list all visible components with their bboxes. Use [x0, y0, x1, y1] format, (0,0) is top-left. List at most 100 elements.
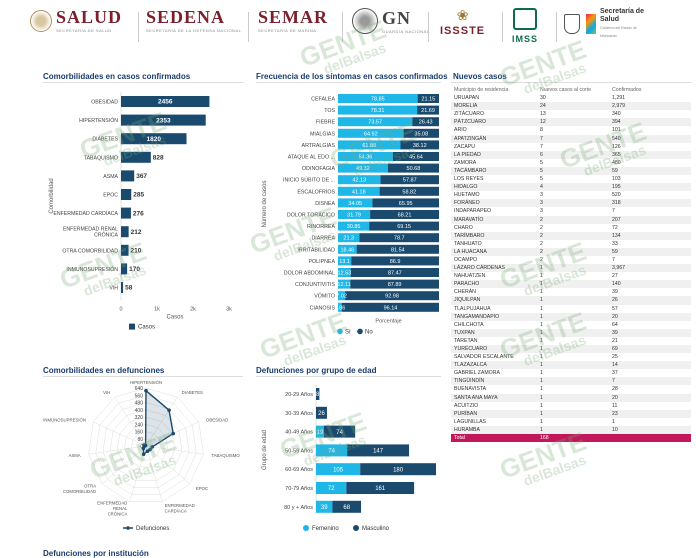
- chart2-bar-no: [350, 279, 439, 289]
- chart3-grid-ring: [124, 423, 168, 468]
- table-cell-nuevos: 13: [540, 111, 546, 118]
- chart2-value-no: 87.47: [388, 271, 402, 277]
- table-header-municipio[interactable]: Municipio de residencia: [454, 87, 509, 93]
- chart3-axis-label: COMORBILIDAD: [63, 489, 96, 494]
- table-cell-confirmados: 3,967: [612, 265, 625, 272]
- chart4-legend-masculino: Masculino: [362, 526, 390, 532]
- table-cell-municipio: ZACAPU: [454, 143, 476, 150]
- table-cell-confirmados: 480: [612, 159, 621, 166]
- table-cell-nuevos: 2: [540, 216, 543, 223]
- chart2-value-si: 12.11: [337, 282, 350, 288]
- chart3-point: [148, 447, 152, 452]
- table-row: JIQUILPAN 1 26: [451, 296, 691, 305]
- table-cell-municipio: ARIO: [454, 127, 467, 134]
- table-cell-confirmados: 64: [612, 321, 618, 328]
- table-cell-nuevos: 1: [540, 418, 543, 425]
- table-cell-municipio: NAHUATZEN: [454, 273, 486, 280]
- logo-michoacan-sub: Gobierno del Estado de Michoacán: [600, 26, 637, 38]
- table-cell-nuevos: 3: [540, 200, 543, 207]
- table-row: OCAMPO 2 7: [451, 256, 691, 264]
- chart4-bar-masculino: [347, 444, 410, 457]
- table-title: Nuevos casos: [453, 72, 507, 81]
- table-row: CHERÁN 1 39: [451, 288, 691, 296]
- chart2-value-si: 12.53: [337, 271, 351, 277]
- logo-semar: SEMAR SECRETARÍA DE MARINA: [258, 8, 328, 33]
- table-header-nuevos[interactable]: Nuevos casos al corte: [540, 87, 592, 93]
- chart2-bar-no: [392, 152, 439, 161]
- table-cell-municipio: LÁZARO CÁRDENAS: [454, 265, 506, 272]
- chart2-bar-no: [345, 291, 439, 301]
- michoacan-shield-icon: [564, 14, 580, 34]
- chart3-point: [167, 408, 171, 412]
- table-cell-nuevos: 1: [540, 313, 543, 320]
- imss-eagle-icon: [513, 8, 537, 30]
- table-cell-confirmados: 39: [612, 289, 618, 296]
- logo-gn-sub: GUARDIA NACIONAL: [382, 28, 430, 34]
- chart2-bar-si: [338, 268, 351, 277]
- chart3-point: [171, 431, 176, 436]
- chart3-spoke: [145, 445, 163, 502]
- table-cell-confirmados: 28: [612, 386, 618, 393]
- chart2-value-si: 42.13: [352, 178, 366, 184]
- chart1-bar: [121, 226, 129, 238]
- chart2-value-si: 34.05: [348, 201, 362, 207]
- chart1-bar: [121, 207, 131, 219]
- table-cell-municipio: TACÁMBARO: [454, 167, 487, 174]
- table-row: TLALPUJAHUA 1 57: [451, 305, 691, 313]
- chart1-value-label: 367: [136, 173, 147, 180]
- table-cell-municipio: TANHUATO: [454, 240, 482, 247]
- chart1-value-label: 210: [131, 248, 142, 255]
- table-row: LA HUACANA 2 59: [451, 247, 691, 256]
- chart2-category-label: DOLOR TORÁCICO: [287, 212, 335, 219]
- table-row: INDAPARAPEO 3 7: [451, 207, 691, 215]
- chart4-bar-femenino: [316, 500, 333, 513]
- chart1-x-tick: 3k: [226, 307, 232, 313]
- chart3-series-polygon: [142, 389, 174, 456]
- chart3-spoke: [145, 445, 190, 485]
- table-row: LÁZARO CÁRDENAS 1 3,967: [451, 264, 691, 273]
- chart2-category-label: DIARREA: [311, 236, 335, 242]
- logo-sedena-text: SEDENA: [146, 7, 226, 27]
- chart3-grid-ring: [131, 431, 161, 461]
- table-cell-confirmados: 14: [612, 362, 618, 369]
- table-cell-confirmados: 25: [612, 354, 618, 361]
- chart2-bar-no: [351, 256, 439, 266]
- table-cell-nuevos: 1: [540, 378, 543, 385]
- chart2-bar-si: [338, 221, 370, 231]
- chart2-bar-si: [338, 210, 371, 219]
- chart4-value-masculino: 26: [318, 411, 325, 417]
- chart2-value-no: 50.68: [407, 166, 421, 172]
- chart3-axis-label: ENFERMEDAD: [165, 503, 195, 508]
- table-cell-confirmados: 126: [612, 143, 621, 150]
- table-cell-nuevos: 3: [540, 192, 543, 199]
- issste-flower-icon: ❀: [456, 7, 469, 23]
- chart3-spoke: [102, 445, 147, 485]
- table-cell-nuevos: 1: [540, 265, 543, 272]
- table-cell-confirmados: 140: [612, 281, 621, 288]
- chart4-value-masculino: 8: [316, 392, 320, 398]
- table-cell-municipio: ACUITZIO: [454, 402, 479, 409]
- table-cell-nuevos: 2: [540, 240, 543, 247]
- table-cell-confirmados: 2,979: [612, 103, 625, 110]
- chart2-value-si: 49.32: [356, 166, 370, 172]
- chart4-bar-masculino: [346, 482, 415, 494]
- table-cell-municipio: CHARO: [454, 224, 473, 231]
- table-cell-nuevos: 1: [540, 426, 543, 433]
- chart2-bar-no: [370, 210, 439, 219]
- chart2-bar-si: [338, 186, 380, 196]
- table-cell-nuevos: 1: [540, 281, 543, 288]
- table-row: HIDALGO 4 195: [451, 183, 691, 192]
- table-cell-nuevos: 3: [540, 208, 543, 215]
- table-cell-nuevos: 1: [540, 346, 543, 352]
- chart3-axis-label: OTRA: [84, 483, 96, 488]
- chart4-value-masculino: 68: [343, 505, 350, 511]
- chart4-bar-masculino: [316, 406, 327, 419]
- table-cell-nuevos: 1: [540, 410, 543, 417]
- chart1-bar: [121, 282, 124, 293]
- table-header-confirmados[interactable]: Confirmados: [612, 87, 642, 93]
- chart4-bar-femenino: [316, 444, 348, 457]
- chart1-bar: [121, 263, 128, 275]
- table-row: TARETAN 1 21: [451, 337, 691, 345]
- chart4-value-femenino: 74: [328, 449, 335, 455]
- chart2-value-no: 45.64: [409, 155, 423, 161]
